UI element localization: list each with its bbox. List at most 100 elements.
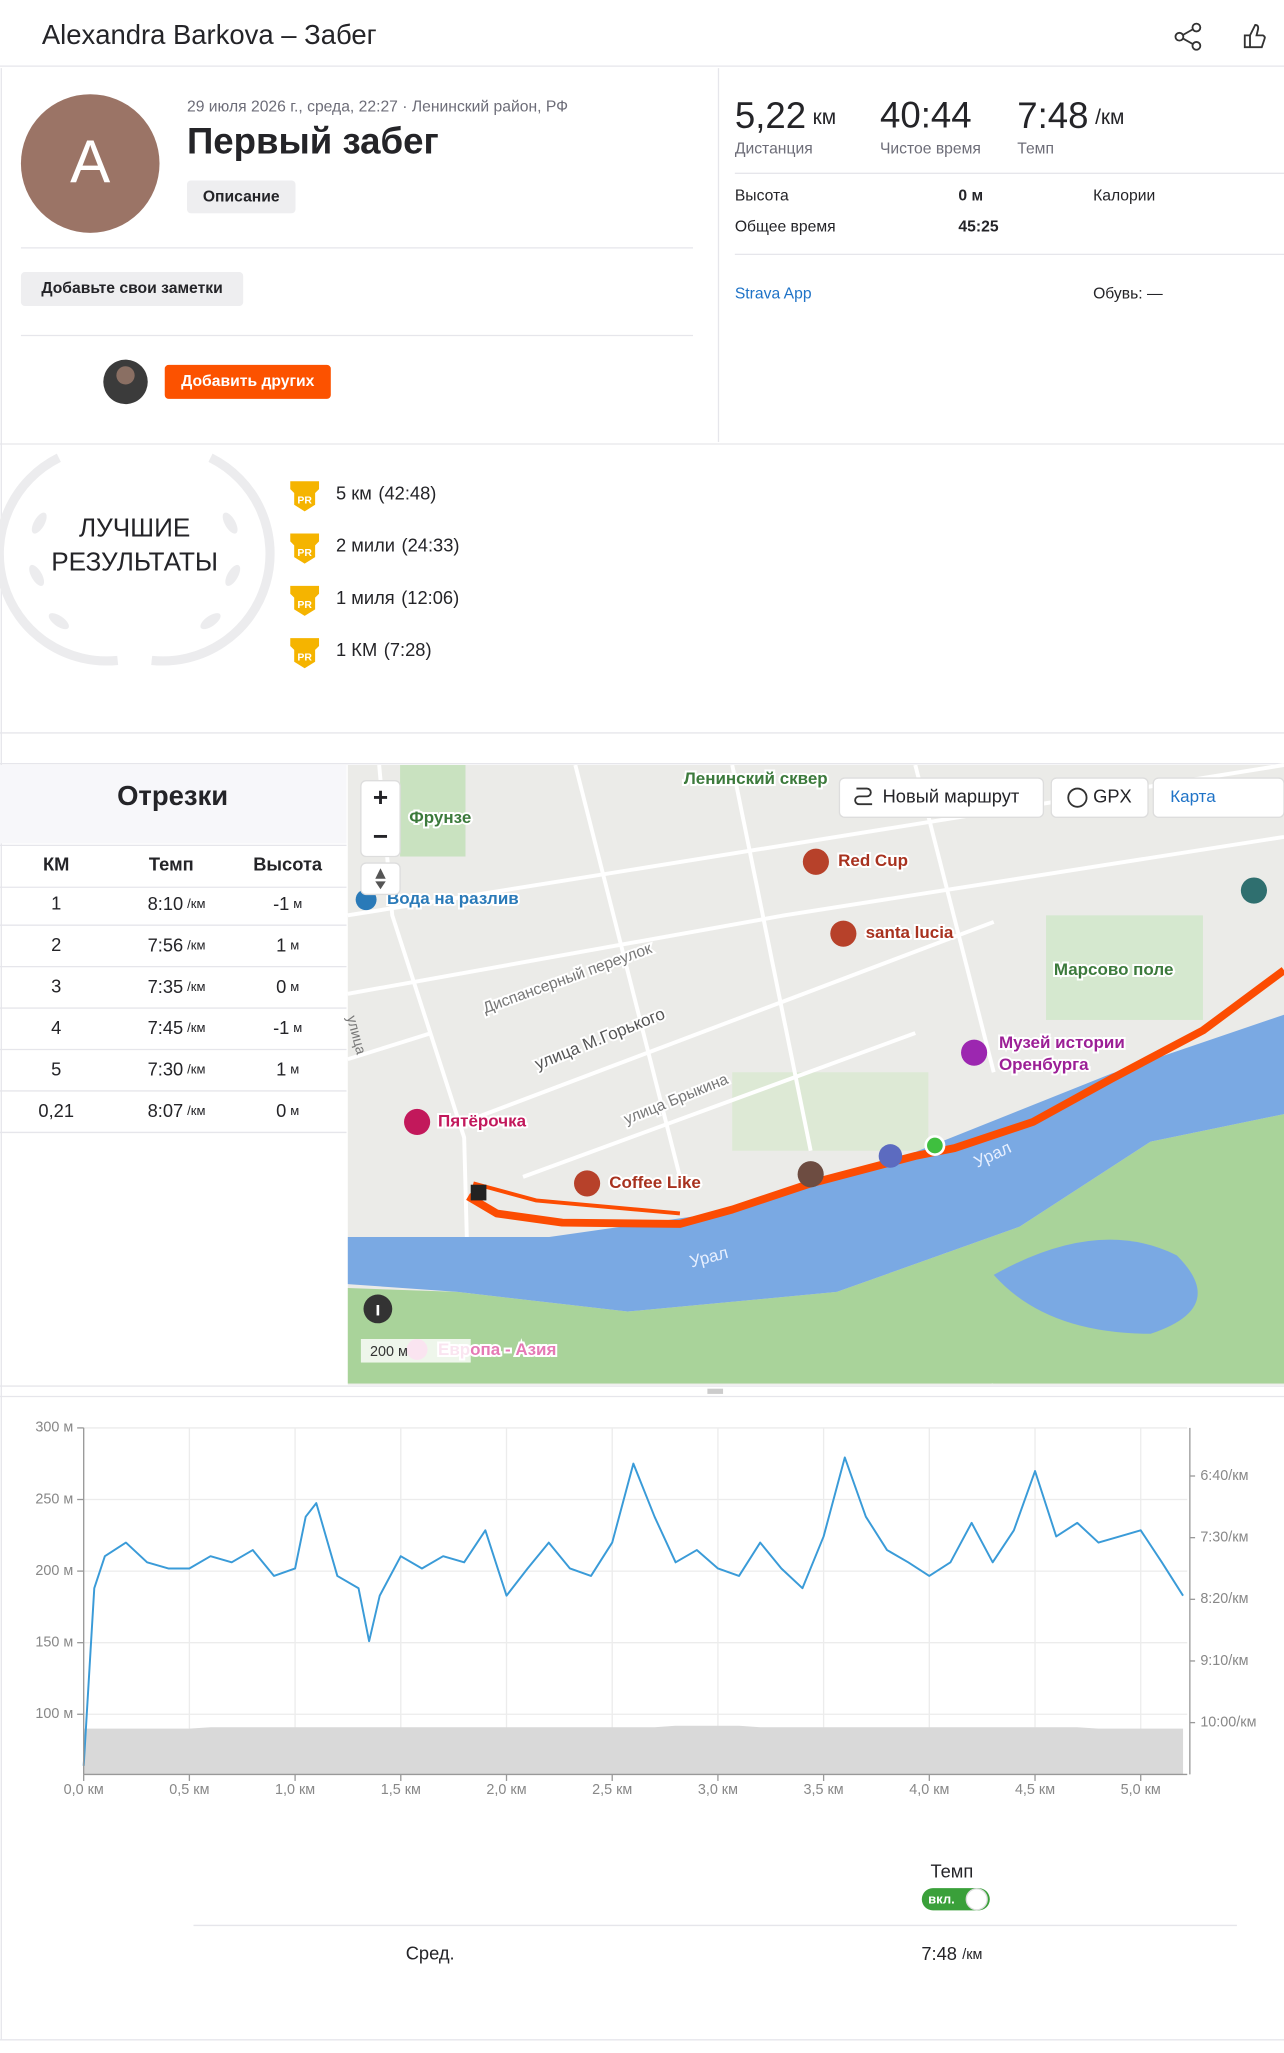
add-others-label[interactable]: Добавить других	[181, 373, 315, 390]
pr-time: (7:28)	[384, 639, 432, 660]
river-bend	[993, 1239, 1198, 1334]
y2-tick-label: 7:30/км	[1200, 1529, 1248, 1545]
pr-name: 1 миля	[336, 587, 395, 608]
split-elev-value: -1	[273, 1017, 289, 1038]
x-tick-label: 2,0 км	[486, 1782, 526, 1798]
split-elev-unit: м	[290, 1104, 299, 1119]
forest	[347, 1114, 1284, 1384]
map[interactable]: Ленинский сквер Фрунзе Вода на разлив Re…	[343, 763, 1284, 1385]
resize-handle[interactable]	[707, 1388, 724, 1394]
zoom-in[interactable]: +	[373, 782, 388, 812]
stat-label: Высота	[735, 187, 789, 204]
split-pace-unit: /км	[187, 1062, 205, 1077]
info-glyph	[376, 1305, 380, 1316]
description-label[interactable]: Описание	[203, 189, 280, 206]
split-elev-value: 0	[276, 1100, 286, 1121]
stat-value: 7:48	[1017, 94, 1088, 135]
map-label: Фрунзе	[409, 808, 471, 827]
stat-pace: 7:48/км	[1017, 94, 1124, 135]
pr-badge	[290, 638, 320, 669]
stat-value: 45:25	[958, 219, 998, 236]
best-title: ЛУЧШИЕ	[79, 513, 190, 543]
compass-icon	[375, 868, 386, 890]
stat-value: 5,22	[735, 94, 806, 135]
map-label: Оренбурга	[999, 1055, 1089, 1074]
y2-tick-label: 6:40/км	[1200, 1468, 1248, 1484]
split-pace: 8:10/км	[148, 893, 206, 914]
activity-name: Первый забег	[187, 121, 439, 162]
splits-header-bg	[0, 764, 347, 844]
x-tick-label: 1,5 км	[381, 1782, 421, 1798]
split-elev: -1 м	[273, 893, 302, 914]
splits-column: Темп	[149, 854, 194, 875]
chart: 0,0 км 0,5 км 1,0 км 1,5 км 2,0 км 2,5 км 3,0 …	[35, 1420, 1256, 1798]
y-tick-label: 250 м	[35, 1491, 73, 1507]
split-km: 2	[51, 934, 61, 955]
stat-unit: /км	[1095, 105, 1124, 128]
notes-button[interactable]	[20, 272, 244, 307]
pr-item: 5 км (42:48)	[336, 482, 436, 503]
new-route-button[interactable]	[838, 777, 1045, 818]
add-others-button[interactable]	[164, 364, 331, 399]
split-km: 4	[51, 1017, 61, 1038]
splits-column: КМ	[43, 854, 69, 875]
map-label: Марсово поле	[1054, 960, 1174, 979]
map-label: Музей истории	[999, 1033, 1125, 1052]
split-pace-unit: /км	[187, 938, 205, 953]
device-link[interactable]: Strava App	[735, 285, 812, 302]
map-label: Coffee Like	[609, 1173, 701, 1192]
map-label: santa lucia	[866, 923, 954, 942]
page-title: Alexandra Barkova – Забег	[42, 19, 377, 50]
map-label: Red Cup	[838, 851, 908, 870]
line	[82, 1456, 1184, 1766]
pr-badge-label: PR	[297, 548, 312, 559]
map-label: Пятёрочка	[438, 1111, 527, 1130]
map-type-select[interactable]	[1152, 777, 1284, 818]
split-km: 3	[51, 976, 61, 997]
y-tick-label: 200 м	[35, 1563, 73, 1579]
stat-label: Калории	[1093, 187, 1155, 204]
new-route-label[interactable]: Новый маршрут	[883, 786, 1020, 807]
pr-badge-label: PR	[297, 600, 312, 611]
pr-time: (12:06)	[401, 587, 459, 608]
map-type-label[interactable]: Карта	[1170, 787, 1216, 806]
split-km: 5	[51, 1059, 61, 1080]
pr-badge	[290, 533, 320, 564]
y2-tick-label: 8:20/км	[1200, 1591, 1248, 1607]
splits-column: Высота	[253, 854, 323, 875]
stat-label: Чистое время	[880, 140, 981, 157]
description-button[interactable]	[186, 180, 296, 214]
x-tick-label: 2,5 км	[592, 1782, 632, 1798]
stat-label: Дистанция	[735, 140, 813, 157]
summary-number: 7:48	[921, 1943, 957, 1964]
map-scale: 200 м	[370, 1344, 408, 1360]
pr-badge	[290, 585, 320, 616]
x-tick-label: 3,0 км	[698, 1782, 738, 1798]
x-tick-label: 4,0 км	[909, 1782, 949, 1798]
map-label: Ленинский сквер	[684, 769, 828, 788]
park	[732, 1072, 929, 1151]
share-icon[interactable]	[1174, 22, 1202, 51]
best-results-list: PR 5 км (42:48) PR 2 мили (24:33) PR 1 миля (12:…	[290, 481, 460, 669]
notes-label[interactable]: Добавьте свои заметки	[41, 280, 222, 297]
zoom-control	[360, 780, 401, 858]
series-toggle-state[interactable]: вкл.	[928, 1891, 955, 1906]
split-pace: 7:45/км	[148, 1017, 206, 1038]
laurel-leaves	[29, 512, 241, 630]
y-tick-label: 100 м	[35, 1706, 73, 1722]
avatar-letter: A	[70, 128, 110, 195]
split-km: 1	[51, 893, 61, 914]
kudos-icon[interactable]	[1243, 24, 1266, 49]
best-title: РЕЗУЛЬТАТЫ	[51, 547, 218, 577]
x-tick-label: 0,0 км	[64, 1782, 104, 1798]
stat-unit: км	[813, 105, 837, 128]
x-tick-label: 4,5 км	[1015, 1782, 1055, 1798]
split-pace-value: 7:45	[148, 1017, 184, 1038]
gpx-label[interactable]: GPX	[1093, 786, 1132, 807]
zoom-out[interactable]: −	[373, 821, 388, 851]
toggle-knob	[965, 1888, 988, 1911]
summary-value: 7:48/км	[921, 1943, 982, 1964]
stat-moving-time: 40:44	[880, 94, 972, 135]
